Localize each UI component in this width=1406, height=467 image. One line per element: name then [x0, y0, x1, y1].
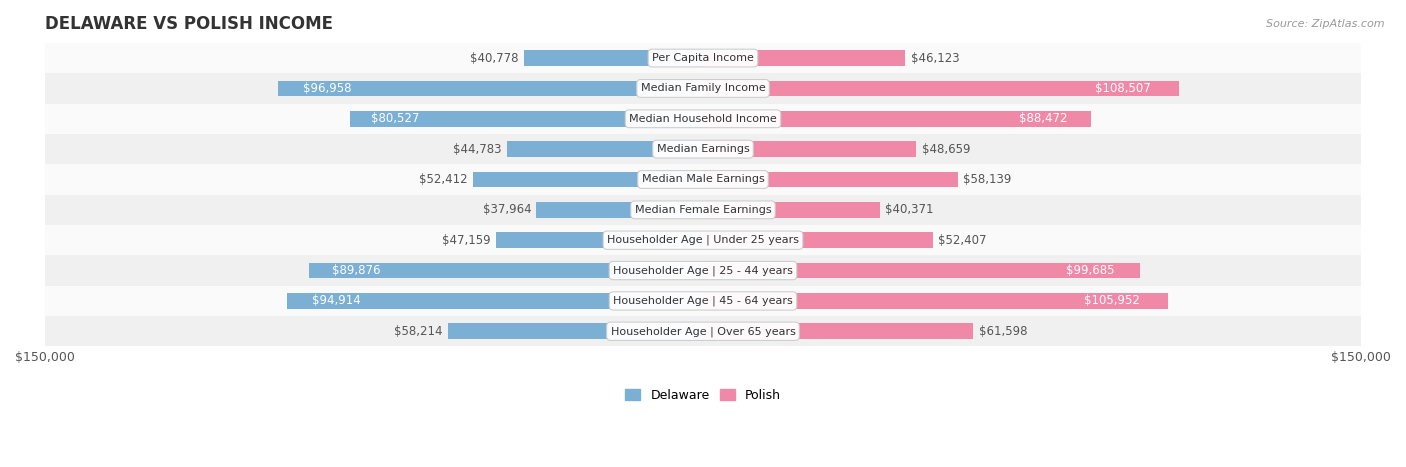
- Text: $94,914: $94,914: [312, 294, 360, 307]
- Text: Source: ZipAtlas.com: Source: ZipAtlas.com: [1267, 19, 1385, 28]
- Text: Median Female Earnings: Median Female Earnings: [634, 205, 772, 215]
- Text: $89,876: $89,876: [332, 264, 381, 277]
- Bar: [45, 73, 1361, 104]
- Text: Householder Age | 45 - 64 years: Householder Age | 45 - 64 years: [613, 296, 793, 306]
- Bar: [703, 111, 1091, 127]
- Text: $46,123: $46,123: [911, 51, 959, 64]
- Bar: [703, 80, 1180, 96]
- Bar: [703, 171, 957, 187]
- Text: $80,527: $80,527: [371, 112, 419, 125]
- Bar: [350, 111, 703, 127]
- Bar: [45, 316, 1361, 347]
- Bar: [496, 232, 703, 248]
- Text: $44,783: $44,783: [453, 142, 502, 156]
- Text: $40,778: $40,778: [471, 51, 519, 64]
- Text: $88,472: $88,472: [1019, 112, 1067, 125]
- Text: Median Earnings: Median Earnings: [657, 144, 749, 154]
- Bar: [703, 293, 1168, 309]
- Text: $40,371: $40,371: [886, 203, 934, 216]
- Text: Householder Age | Under 25 years: Householder Age | Under 25 years: [607, 235, 799, 246]
- Bar: [277, 80, 703, 96]
- Bar: [45, 134, 1361, 164]
- Text: $52,407: $52,407: [938, 234, 987, 247]
- Bar: [447, 323, 703, 339]
- Bar: [524, 50, 703, 66]
- Text: Median Family Income: Median Family Income: [641, 84, 765, 93]
- Bar: [45, 195, 1361, 225]
- Bar: [287, 293, 703, 309]
- Bar: [703, 202, 880, 218]
- Text: $58,214: $58,214: [394, 325, 443, 338]
- Bar: [703, 50, 905, 66]
- Text: Median Household Income: Median Household Income: [628, 114, 778, 124]
- Text: $61,598: $61,598: [979, 325, 1026, 338]
- Text: $37,964: $37,964: [482, 203, 531, 216]
- Text: $47,159: $47,159: [443, 234, 491, 247]
- Text: $108,507: $108,507: [1095, 82, 1150, 95]
- Bar: [45, 104, 1361, 134]
- Bar: [472, 171, 703, 187]
- Bar: [506, 141, 703, 157]
- Bar: [45, 43, 1361, 73]
- Bar: [45, 255, 1361, 286]
- Text: Median Male Earnings: Median Male Earnings: [641, 175, 765, 184]
- Bar: [703, 141, 917, 157]
- Text: $105,952: $105,952: [1084, 294, 1140, 307]
- Text: $96,958: $96,958: [304, 82, 352, 95]
- Legend: Delaware, Polish: Delaware, Polish: [620, 384, 786, 407]
- Text: Per Capita Income: Per Capita Income: [652, 53, 754, 63]
- Bar: [45, 225, 1361, 255]
- Text: $99,685: $99,685: [1066, 264, 1114, 277]
- Bar: [703, 323, 973, 339]
- Text: DELAWARE VS POLISH INCOME: DELAWARE VS POLISH INCOME: [45, 15, 333, 33]
- Bar: [703, 232, 934, 248]
- Bar: [537, 202, 703, 218]
- Bar: [45, 286, 1361, 316]
- Text: Householder Age | Over 65 years: Householder Age | Over 65 years: [610, 326, 796, 337]
- Text: $52,412: $52,412: [419, 173, 468, 186]
- Text: Householder Age | 25 - 44 years: Householder Age | 25 - 44 years: [613, 265, 793, 276]
- Text: $58,139: $58,139: [963, 173, 1012, 186]
- Bar: [45, 164, 1361, 195]
- Bar: [309, 262, 703, 278]
- Bar: [703, 262, 1140, 278]
- Text: $48,659: $48,659: [922, 142, 970, 156]
